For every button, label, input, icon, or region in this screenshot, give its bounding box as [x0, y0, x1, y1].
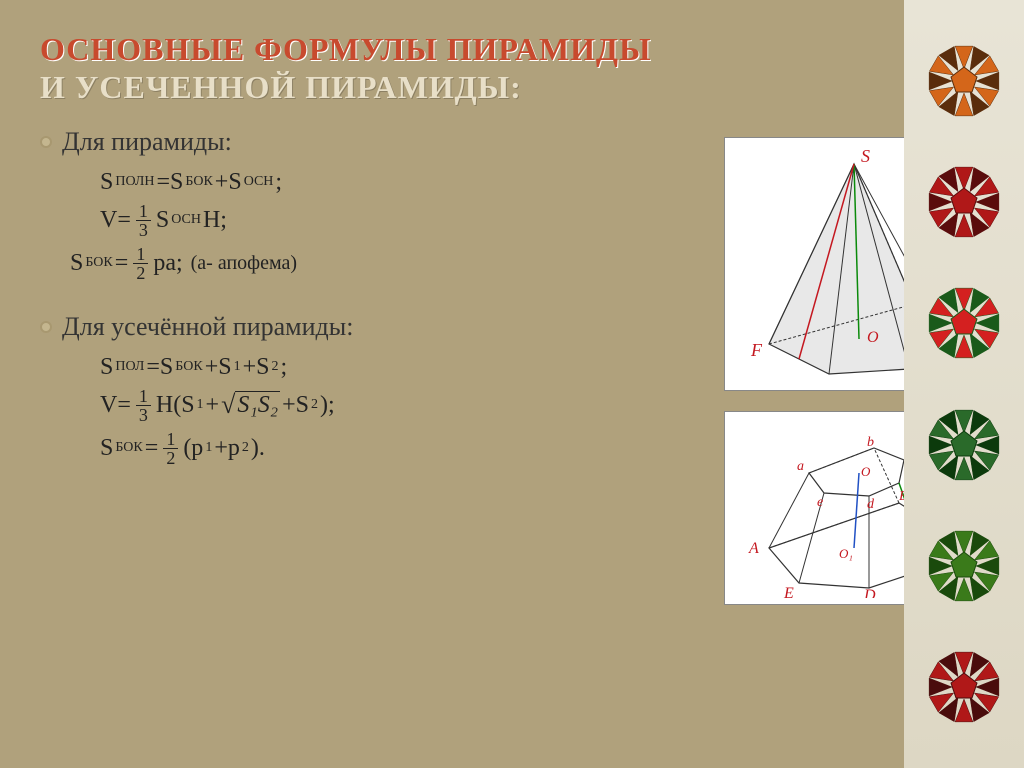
formula-t-volume: V= 13 H(S1 + √S₁S₂ +S2 );: [100, 387, 704, 424]
formula-sfull: SПОЛН =SБОК +SОСН ;: [100, 169, 704, 196]
fraction: 13: [136, 387, 151, 424]
svg-text:b: b: [867, 435, 874, 450]
pyramid-heading: Для пирамиды:: [40, 127, 704, 157]
fraction: 12: [163, 430, 178, 467]
truncated-section: Для усечённой пирамиды: SПОЛ =SБОК +S1 +…: [40, 312, 704, 467]
fraction: 13: [136, 202, 151, 239]
truncated-heading-text: Для усечённой пирамиды:: [62, 312, 353, 342]
apothem-note: (а- апофема): [191, 252, 297, 275]
polyhedron-icon: [924, 41, 1004, 121]
fraction: 12: [133, 245, 148, 282]
polyhedron-icon: [924, 162, 1004, 242]
polyhedron-icon: [924, 526, 1004, 606]
formulas-column: Для пирамиды: SПОЛН =SБОК +SОСН ; V= 13 …: [40, 127, 704, 605]
sqrt: √S₁S₂: [221, 390, 280, 420]
svg-text:O: O: [861, 464, 871, 479]
pyramid-section: Для пирамиды: SПОЛН =SБОК +SОСН ; V= 13 …: [40, 127, 704, 282]
label-O: O: [867, 329, 879, 346]
polyhedron-icon: [924, 647, 1004, 727]
svg-text:d: d: [867, 497, 875, 512]
title-line1: ОСНОВНЫЕ ФОРМУЛЫ ПИРАМИДЫ: [40, 30, 984, 68]
title-line2: И УСЕЧЕННОЙ ПИРАМИДЫ:: [40, 68, 984, 106]
formula-t-sbok: SБОК = 12 (p1 +p2 ).: [100, 430, 704, 467]
formula-sbok: SБОК = 12 pa; (а- апофема): [70, 245, 704, 282]
svg-text:O₁: O₁: [839, 546, 853, 561]
content-area: Для пирамиды: SПОЛН =SБОК +SОСН ; V= 13 …: [0, 127, 1024, 605]
bullet-icon: [40, 136, 52, 148]
slide-title: ОСНОВНЫЕ ФОРМУЛЫ ПИРАМИДЫ И УСЕЧЕННОЙ ПИ…: [0, 0, 1024, 127]
decorative-sidebar: [904, 0, 1024, 768]
truncated-heading: Для усечённой пирамиды:: [40, 312, 704, 342]
svg-text:a: a: [797, 459, 804, 474]
svg-text:e: e: [817, 495, 823, 510]
label-F: F: [750, 340, 763, 360]
formula-t-sfull: SПОЛ =SБОК +S1 +S2 ;: [100, 354, 704, 381]
svg-text:E: E: [783, 585, 794, 598]
svg-text:A: A: [748, 540, 759, 557]
pyramid-heading-text: Для пирамиды:: [62, 127, 232, 157]
polyhedron-icon: [924, 405, 1004, 485]
formula-volume: V= 13 SОСН H;: [100, 202, 704, 239]
svg-text:D: D: [863, 587, 876, 598]
polyhedron-icon: [924, 283, 1004, 363]
bullet-icon: [40, 321, 52, 333]
label-S: S: [861, 146, 870, 166]
